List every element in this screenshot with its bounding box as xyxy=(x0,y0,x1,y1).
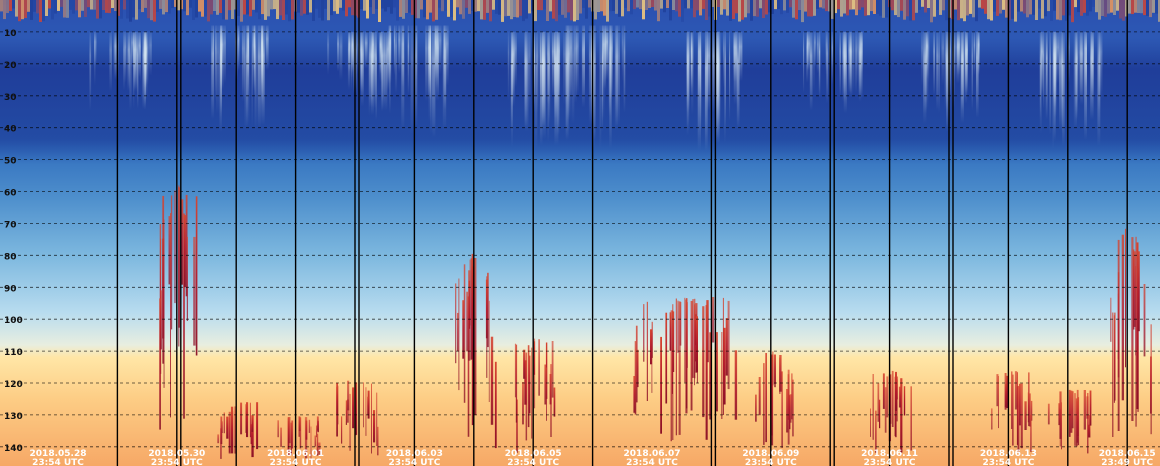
y-tick-label: 140 xyxy=(4,444,23,454)
surface-noise xyxy=(0,0,1160,23)
y-tick-label: 60 xyxy=(4,189,17,199)
x-tick-time: 23:54 UTC xyxy=(32,458,84,466)
red-event xyxy=(277,416,321,460)
red-event xyxy=(1110,228,1152,437)
x-tick-time: 23:54 UTC xyxy=(982,458,1034,466)
y-tick-label: 40 xyxy=(4,125,17,135)
y-tick-labels: 10 20 30 40 50 60 70 80 90 100 110 120 130 140 xyxy=(4,29,23,454)
red-event xyxy=(514,338,556,453)
x-tick-time: 23:54 UTC xyxy=(270,458,322,466)
x-tick-time: 23:54 UTC xyxy=(745,458,797,466)
light-streak xyxy=(388,25,449,138)
x-tick-date: 2018.06.05 xyxy=(505,449,562,459)
x-tick-time: 23:49 UTC xyxy=(1101,458,1153,466)
y-tick-label: 50 xyxy=(4,157,17,167)
y-tick-label: 110 xyxy=(4,348,23,358)
x-tick-time: 23:54 UTC xyxy=(151,458,203,466)
y-tick-label: 90 xyxy=(4,284,17,294)
x-tick-date: 2018.05.28 xyxy=(30,449,87,459)
y-tick-label: 130 xyxy=(4,412,23,422)
y-tick-label: 30 xyxy=(4,93,17,103)
x-tick-time: 23:54 UTC xyxy=(388,458,440,466)
red-event xyxy=(870,370,912,453)
light-streak xyxy=(507,31,567,150)
dark-band-layer xyxy=(0,37,1160,164)
light-streaks-layer xyxy=(89,25,1103,152)
y-tick-label: 20 xyxy=(4,61,17,71)
red-event xyxy=(336,380,379,456)
x-tick-time: 23:54 UTC xyxy=(626,458,678,466)
y-tick-label: 10 xyxy=(4,29,17,39)
y-tick-label: 100 xyxy=(4,316,23,326)
red-event xyxy=(159,185,198,430)
red-event xyxy=(1047,389,1092,454)
red-events-layer xyxy=(159,185,1152,460)
y-tick-label: 80 xyxy=(4,252,17,262)
x-tick-date: 2018.05.30 xyxy=(148,449,205,459)
x-tick-date: 2018.06.09 xyxy=(742,449,799,459)
x-tick-date: 2018.06.15 xyxy=(1099,449,1156,459)
red-event xyxy=(217,402,259,459)
x-tick-time: 23:54 UTC xyxy=(864,458,916,466)
red-event xyxy=(991,371,1033,452)
vertical-lines xyxy=(116,0,1128,466)
light-streak xyxy=(686,31,743,152)
dark-band xyxy=(0,37,1160,164)
surface-noise-layer xyxy=(0,0,1160,23)
x-tick-date: 2018.06.07 xyxy=(624,449,681,459)
red-event xyxy=(633,297,738,442)
y-tick-label: 70 xyxy=(4,220,17,230)
gridlines xyxy=(0,31,1160,448)
light-streak xyxy=(1039,31,1103,150)
x-tick-date: 2018.06.01 xyxy=(267,449,324,459)
x-tick-date: 2018.06.13 xyxy=(980,449,1037,459)
x-tick-date: 2018.06.03 xyxy=(386,449,443,459)
y-tick-label: 120 xyxy=(4,380,23,390)
x-tick-date: 2018.06.11 xyxy=(861,449,918,459)
x-tick-time: 23:54 UTC xyxy=(507,458,559,466)
red-event xyxy=(455,253,497,449)
